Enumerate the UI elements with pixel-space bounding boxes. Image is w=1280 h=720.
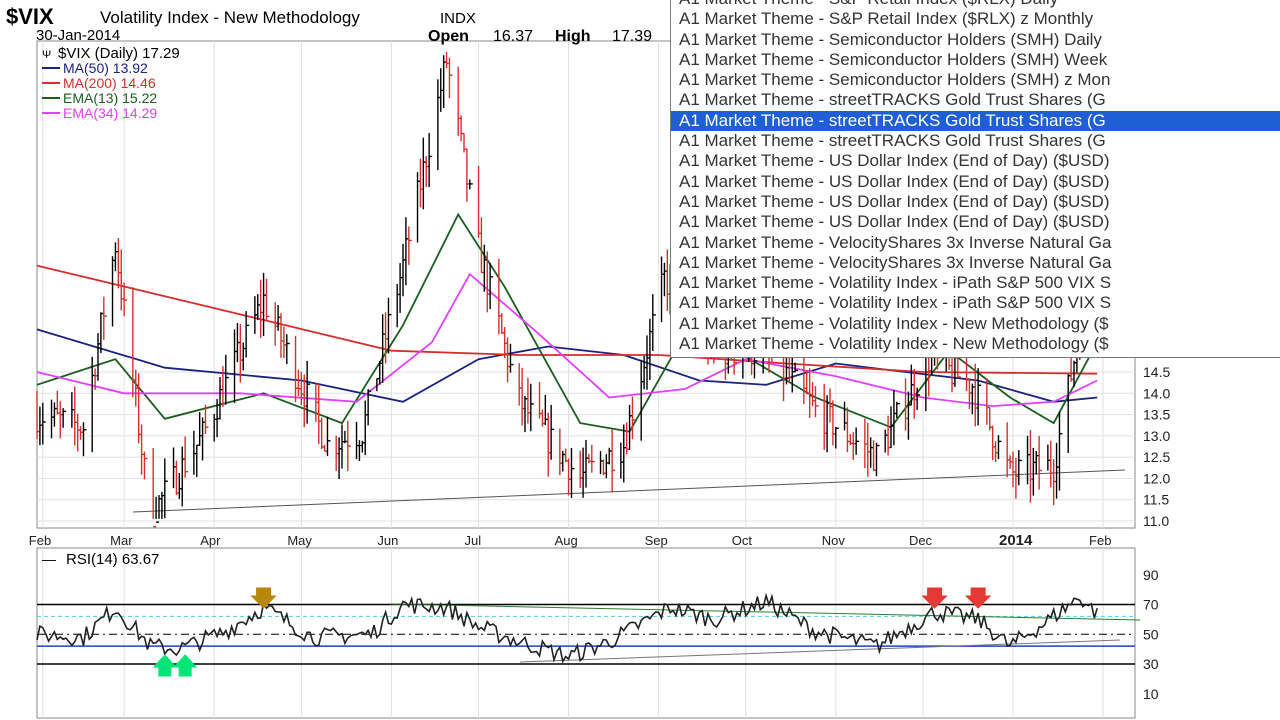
exchange-label: INDX [440,10,476,27]
x-tick-label: Oct [732,533,753,548]
y-tick-label: 13.0 [1143,428,1170,444]
dropdown-item[interactable]: A1 Market Theme - US Dollar Index (End o… [679,151,1110,171]
rsi-plot-frame [36,547,1136,719]
dropdown-item[interactable]: A1 Market Theme - Volatility Index - iPa… [679,293,1112,313]
x-tick-label: Jul [465,533,482,548]
arrow-up-marker [152,654,177,677]
dropdown-item[interactable]: A1 Market Theme - S&P Retail Index ($RLX… [671,0,1280,9]
y-tick-label: 11.5 [1143,492,1169,508]
rsi-support-trendline [519,639,1121,663]
x-tick-label: 2014 [999,532,1033,549]
dropdown-item[interactable]: A1 Market Theme - Volatility Index - New… [679,334,1109,354]
rsi-line [36,592,1098,664]
dropdown-item[interactable]: A1 Market Theme - Volatility Index - iPa… [679,273,1112,293]
rsi-y-tick-label: 10 [1143,686,1159,702]
vix-support-trendline [132,469,1126,513]
dropdown-item[interactable]: A1 Market Theme - US Dollar Index (End o… [679,171,1110,191]
arrow-down-marker [250,587,277,609]
legend-label: EMA(34) 14.29 [63,105,157,121]
rsi-y-tick-label: 70 [1143,597,1159,613]
dropdown-item[interactable]: A1 Market Theme - streetTRACKS Gold Trus… [671,110,1280,132]
x-tick-label: Aug [555,533,578,548]
rsi-y-tick-label: 30 [1143,656,1159,672]
x-tick-label: Jun [377,533,398,548]
dropdown-item[interactable]: A1 Market Theme - S&P Retail Index ($RLX… [679,9,1094,29]
x-tick-label: Dec [909,533,933,548]
bar-type-icon: Ψ [42,49,51,61]
rsi-label: RSI(14) 63.67 [66,551,159,568]
open-label: Open [428,28,469,45]
arrow-down-marker [921,587,948,609]
open-value: 16.37 [493,28,533,45]
dropdown-item[interactable]: A1 Market Theme - US Dollar Index (End o… [679,191,1110,211]
dropdown-item[interactable]: A1 Market Theme - Volatility Index - New… [679,313,1109,333]
x-tick-label: May [287,533,312,548]
y-tick-label: 12.5 [1143,449,1170,465]
y-tick-label: 14.0 [1143,385,1170,401]
y-tick-label: 11.0 [1143,513,1169,529]
rsi-y-tick-label: 50 [1143,626,1159,642]
y-tick-label: 14.5 [1143,364,1170,380]
legend-label: $VIX (Daily) 17.29 [58,45,180,62]
x-tick-label: Mar [110,533,133,548]
series-line-ema13 [36,212,1098,433]
dropdown-item[interactable]: A1 Market Theme - VelocityShares 3x Inve… [679,232,1112,252]
chart-symbol: $VIX [6,4,54,29]
x-tick-label: Apr [200,533,221,548]
dropdown-item[interactable]: A1 Market Theme - VelocityShares 3x Inve… [679,252,1112,272]
arrow-up-marker [173,654,198,677]
x-tick-label: Feb [1089,533,1111,548]
y-tick-label: 13.5 [1143,407,1170,423]
series-line-ma200 [36,264,1098,375]
chart-list-dropdown[interactable]: A1 Market Theme - S&P Retail Index ($RLX… [670,0,1280,358]
rsi-resistance-trendline [389,603,1141,621]
x-tick-label: Sep [645,533,668,548]
y-tick-label: 12.0 [1143,470,1170,486]
high-value: 17.39 [612,28,652,45]
rsi-y-tick-label: 90 [1143,567,1159,583]
high-label: High [555,28,591,45]
chart-date: 30-Jan-2014 [36,27,120,44]
legend-label: MA(50) 13.92 [63,60,148,76]
dropdown-item[interactable]: A1 Market Theme - US Dollar Index (End o… [679,212,1110,232]
dropdown-item[interactable]: A1 Market Theme - Semiconductor Holders … [679,49,1108,69]
x-tick-label: Feb [29,533,51,548]
legend-label: EMA(13) 15.22 [63,90,157,106]
dropdown-item[interactable]: A1 Market Theme - Semiconductor Holders … [679,70,1111,90]
arrow-down-marker [964,587,992,609]
legend-label: MA(200) 14.46 [63,75,156,91]
dropdown-item[interactable]: A1 Market Theme - streetTRACKS Gold Trus… [679,131,1106,151]
dropdown-item[interactable]: A1 Market Theme - Semiconductor Holders … [679,29,1102,49]
chart-title: Volatility Index - New Methodology [100,8,360,27]
dropdown-item[interactable]: A1 Market Theme - streetTRACKS Gold Trus… [679,90,1106,110]
x-tick-label: Nov [822,533,846,548]
rsi-legend-swatch: — [42,551,56,567]
